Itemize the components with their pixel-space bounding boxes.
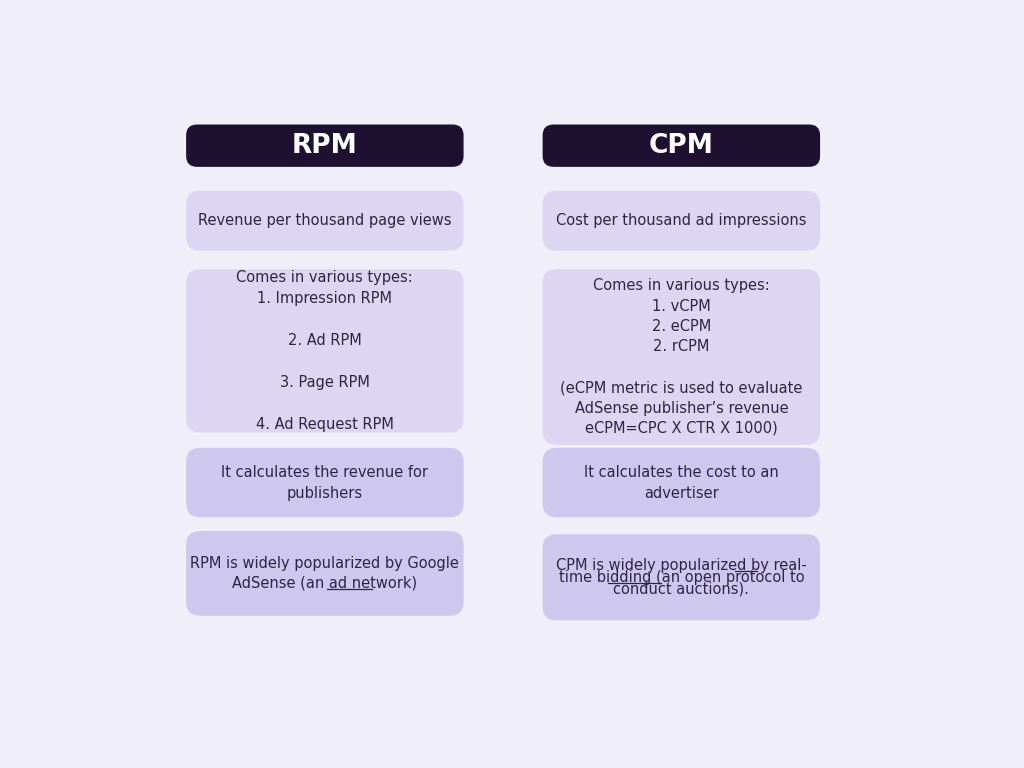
Text: CPM: CPM [649, 133, 714, 159]
Text: time bidding (an open protocol to: time bidding (an open protocol to [558, 570, 804, 584]
Text: CPM is widely popularized by real-: CPM is widely popularized by real- [556, 558, 807, 573]
FancyBboxPatch shape [186, 531, 464, 616]
FancyBboxPatch shape [186, 448, 464, 517]
Text: Revenue per thousand page views: Revenue per thousand page views [198, 214, 452, 228]
Text: conduct auctions).: conduct auctions). [613, 582, 750, 597]
FancyBboxPatch shape [543, 190, 820, 251]
Text: Cost per thousand ad impressions: Cost per thousand ad impressions [556, 214, 807, 228]
FancyBboxPatch shape [543, 534, 820, 621]
FancyBboxPatch shape [543, 270, 820, 445]
FancyBboxPatch shape [186, 124, 464, 167]
Text: Comes in various types:
1. vCPM
2. eCPM
2. rCPM

(eCPM metric is used to evaluat: Comes in various types: 1. vCPM 2. eCPM … [560, 278, 803, 436]
Text: RPM is widely popularized by Google: RPM is widely popularized by Google [190, 556, 460, 571]
FancyBboxPatch shape [543, 448, 820, 517]
FancyBboxPatch shape [543, 124, 820, 167]
Text: Comes in various types:
1. Impression RPM

2. Ad RPM

3. Page RPM

4. Ad Request: Comes in various types: 1. Impression RP… [237, 270, 414, 432]
Text: RPM: RPM [292, 133, 357, 159]
FancyBboxPatch shape [186, 270, 464, 432]
FancyBboxPatch shape [186, 190, 464, 251]
Text: It calculates the revenue for
publishers: It calculates the revenue for publishers [221, 465, 428, 501]
Text: It calculates the cost to an
advertiser: It calculates the cost to an advertiser [584, 465, 778, 501]
Text: AdSense (an ad network): AdSense (an ad network) [232, 576, 418, 591]
